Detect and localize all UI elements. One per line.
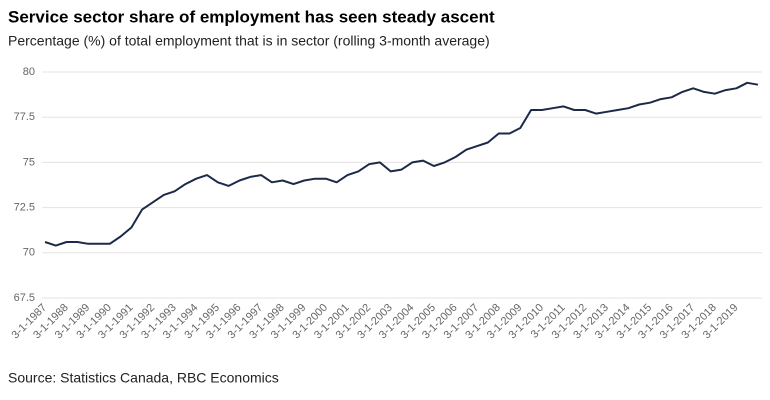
y-tick-label: 72.5	[14, 202, 35, 214]
data-line	[44, 81, 759, 247]
y-tick-label: 70	[23, 247, 35, 259]
source-note: Source: Statistics Canada, RBC Economics	[8, 370, 279, 386]
y-tick-label: 75	[23, 156, 35, 168]
chart-subtitle: Percentage (%) of total employment that …	[8, 33, 490, 49]
chart-title: Service sector share of employment has s…	[8, 7, 495, 26]
y-tick-label: 77.5	[14, 111, 35, 123]
y-tick-label: 67.5	[14, 292, 35, 304]
y-tick-label: 80	[23, 66, 35, 78]
